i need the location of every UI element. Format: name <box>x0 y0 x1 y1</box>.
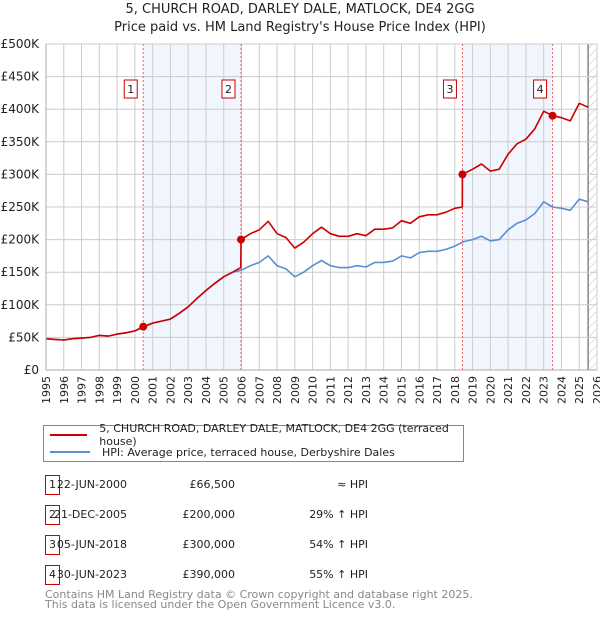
x-tick-label: 1999 <box>111 376 124 404</box>
sale-price: £390,000 <box>182 568 236 581</box>
sale-row: 2 21-DEC-2005 £200,000 29% ↑ HPI <box>0 505 600 525</box>
sale-price: £66,500 <box>189 478 236 491</box>
x-tick-label: 2024 <box>555 376 568 404</box>
sale-number-badge: 4 <box>45 565 60 585</box>
legend-label: 5, CHURCH ROAD, DARLEY DALE, MATLOCK, DE… <box>99 422 449 448</box>
sale-point <box>139 322 148 331</box>
legend: 5, CHURCH ROAD, DARLEY DALE, MATLOCK, DE… <box>43 422 464 462</box>
footer-copyright: Contains HM Land Registry data © Crown c… <box>45 588 473 601</box>
sale-row: 4 30-JUN-2023 £390,000 55% ↑ HPI <box>0 565 600 585</box>
x-tick-label: 2021 <box>502 376 515 404</box>
x-tick-label: 2006 <box>236 376 249 404</box>
sale-marker-badge <box>123 79 138 99</box>
x-tick-label: 2012 <box>342 376 355 404</box>
sale-number-badge: 3 <box>45 535 60 555</box>
x-tick-label: 2000 <box>129 376 142 404</box>
x-tick-label: 2017 <box>431 376 444 404</box>
sale-price: £300,000 <box>182 538 236 551</box>
y-tick-label: £450K <box>1 70 41 84</box>
chart-title: 5, CHURCH ROAD, DARLEY DALE, MATLOCK, DE… <box>125 2 475 17</box>
x-tick-label: 2005 <box>218 376 231 404</box>
sale-number-badge: 2 <box>45 505 60 525</box>
x-tick-label: 2019 <box>467 376 480 404</box>
y-tick-label: £400K <box>1 102 41 116</box>
y-tick-label: £50K <box>8 330 40 344</box>
x-tick-label: 2014 <box>378 376 391 404</box>
x-tick-label: 2015 <box>395 376 408 404</box>
x-tick-label: 2026 <box>591 376 600 404</box>
sale-marker-number: 3 <box>446 83 453 96</box>
sale-marker-number: 1 <box>127 83 134 96</box>
x-tick-label: 2001 <box>147 376 160 404</box>
x-tick-label: 2010 <box>307 376 320 404</box>
sale-row: 3 05-JUN-2018 £300,000 54% ↑ HPI <box>0 535 600 555</box>
sale-point <box>548 111 557 120</box>
sale-marker-number: 4 <box>537 83 544 96</box>
sale-marker-number: 2 <box>225 83 232 96</box>
y-tick-label: £150K <box>1 265 41 279</box>
x-tick-label: 1998 <box>93 376 106 404</box>
price-paid-line <box>45 102 589 341</box>
x-tick-label: 2007 <box>253 376 266 404</box>
sale-number-badge: 1 <box>45 475 60 495</box>
x-tick-label: 2020 <box>484 376 497 404</box>
y-tick-label: £0 <box>24 363 39 377</box>
sale-hpi-comparison: 54% ↑ HPI <box>309 538 368 551</box>
y-tick-label: £200K <box>1 233 41 247</box>
sale-date: 21-DEC-2005 <box>53 508 127 521</box>
chart-subtitle: Price paid vs. HM Land Registry's House … <box>114 20 486 35</box>
sale-hpi-comparison: 55% ↑ HPI <box>309 568 368 581</box>
legend-line-blue <box>50 451 90 453</box>
x-tick-label: 2025 <box>573 376 586 404</box>
y-tick-label: £250K <box>1 200 41 214</box>
y-tick-label: £100K <box>1 298 41 312</box>
legend-label: HPI: Average price, terraced house, Derb… <box>102 445 395 459</box>
sale-marker-badge <box>442 79 457 99</box>
x-tick-label: 2023 <box>538 376 551 404</box>
sale-date: 05-JUN-2018 <box>56 538 127 551</box>
x-tick-label: 1997 <box>76 376 89 404</box>
x-tick-label: 2008 <box>271 376 284 404</box>
x-tick-label: 2013 <box>360 376 373 404</box>
x-tick-label: 2002 <box>164 376 177 404</box>
x-tick-label: 2018 <box>449 376 462 404</box>
legend-item-hpi: HPI: Average price, terraced house, Derb… <box>44 444 395 460</box>
footer: Contains HM Land Registry data © Crown c… <box>45 588 473 611</box>
sale-date: 30-JUN-2023 <box>56 568 127 581</box>
y-tick-label: £300K <box>1 167 41 181</box>
legend-line-red <box>50 434 88 436</box>
x-tick-label: 2016 <box>413 376 426 404</box>
x-tick-label: 1996 <box>58 376 71 404</box>
x-tick-label: 2022 <box>520 376 533 404</box>
sale-marker-badge <box>533 79 548 99</box>
y-tick-label: £350K <box>1 135 41 149</box>
legend-item-price-paid: 5, CHURCH ROAD, DARLEY DALE, MATLOCK, DE… <box>44 422 463 448</box>
x-tick-label: 2011 <box>324 376 337 404</box>
y-tick-label: £500K <box>1 37 41 51</box>
sale-date: 22-JUN-2000 <box>56 478 127 491</box>
footer-licence: This data is licensed under the Open Gov… <box>45 598 396 611</box>
x-tick-label: 2004 <box>200 376 213 404</box>
sale-marker-badge <box>221 79 236 99</box>
sale-price: £200,000 <box>182 508 236 521</box>
sale-hpi-comparison: ≈ HPI <box>337 478 368 491</box>
x-tick-label: 2009 <box>289 376 302 404</box>
sale-point <box>458 170 467 179</box>
sale-hpi-comparison: 29% ↑ HPI <box>309 508 368 521</box>
price-chart: 1995 1996 1997 1998 1999 2000 2001 2002 2003 2004… <box>1 37 600 404</box>
x-tick-label: 2003 <box>182 376 195 404</box>
sale-point <box>236 235 245 244</box>
x-tick-label: 1995 <box>40 376 53 404</box>
sale-row: 1 22-JUN-2000 £66,500 ≈ HPI <box>0 475 600 495</box>
